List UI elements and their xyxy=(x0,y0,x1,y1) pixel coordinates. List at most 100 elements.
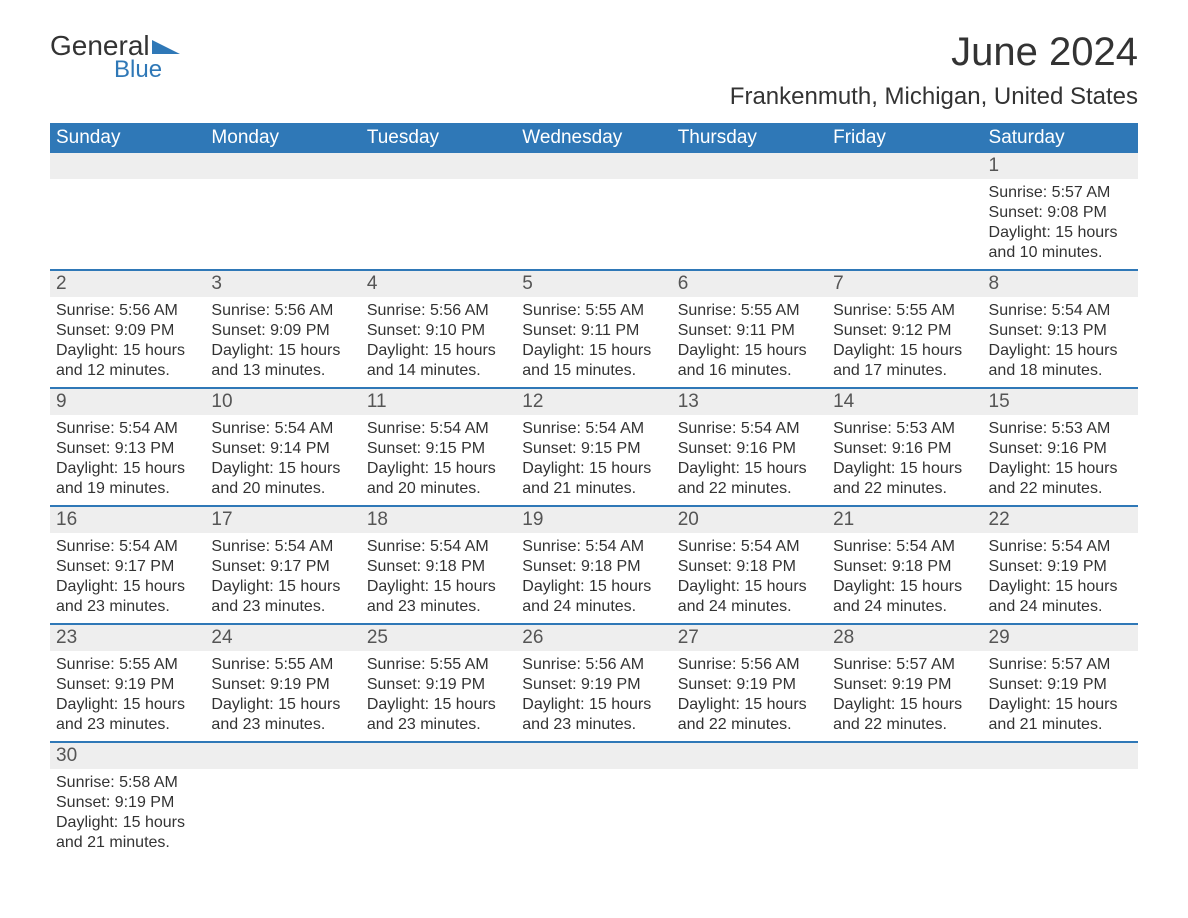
day-details: Sunrise: 5:56 AMSunset: 9:19 PMDaylight:… xyxy=(672,651,827,741)
daylight-line: Daylight: 15 hours and 22 minutes. xyxy=(678,695,821,735)
sunrise-line: Sunrise: 5:56 AM xyxy=(211,301,354,321)
day-number: 9 xyxy=(50,389,205,415)
day-details: Sunrise: 5:55 AMSunset: 9:11 PMDaylight:… xyxy=(516,297,671,387)
day-number xyxy=(516,153,671,179)
sunrise-line: Sunrise: 5:55 AM xyxy=(833,301,976,321)
day-details: Sunrise: 5:57 AMSunset: 9:19 PMDaylight:… xyxy=(827,651,982,741)
calendar-cell: 24Sunrise: 5:55 AMSunset: 9:19 PMDayligh… xyxy=(205,624,360,742)
calendar-cell: 23Sunrise: 5:55 AMSunset: 9:19 PMDayligh… xyxy=(50,624,205,742)
day-details: Sunrise: 5:58 AMSunset: 9:19 PMDaylight:… xyxy=(50,769,205,859)
sunset-line: Sunset: 9:19 PM xyxy=(989,675,1132,695)
sunrise-line: Sunrise: 5:57 AM xyxy=(989,655,1132,675)
day-number: 8 xyxy=(983,271,1138,297)
day-number: 25 xyxy=(361,625,516,651)
day-number xyxy=(827,153,982,179)
day-details-empty xyxy=(205,179,360,209)
day-details: Sunrise: 5:53 AMSunset: 9:16 PMDaylight:… xyxy=(827,415,982,505)
calendar-cell: 10Sunrise: 5:54 AMSunset: 9:14 PMDayligh… xyxy=(205,388,360,506)
day-number: 1 xyxy=(983,153,1138,179)
day-number xyxy=(361,743,516,769)
sunrise-line: Sunrise: 5:54 AM xyxy=(211,537,354,557)
day-number: 23 xyxy=(50,625,205,651)
calendar-cell xyxy=(516,153,671,270)
sunset-line: Sunset: 9:17 PM xyxy=(56,557,199,577)
calendar-cell: 30Sunrise: 5:58 AMSunset: 9:19 PMDayligh… xyxy=(50,742,205,859)
calendar-cell: 1Sunrise: 5:57 AMSunset: 9:08 PMDaylight… xyxy=(983,153,1138,270)
weekday-header: Friday xyxy=(827,123,982,153)
day-details: Sunrise: 5:54 AMSunset: 9:17 PMDaylight:… xyxy=(205,533,360,623)
day-number xyxy=(672,153,827,179)
day-details-empty xyxy=(516,179,671,209)
sunset-line: Sunset: 9:10 PM xyxy=(367,321,510,341)
calendar-cell xyxy=(361,742,516,859)
flag-icon xyxy=(152,36,180,56)
sunrise-line: Sunrise: 5:53 AM xyxy=(989,419,1132,439)
sunset-line: Sunset: 9:19 PM xyxy=(678,675,821,695)
day-number: 5 xyxy=(516,271,671,297)
daylight-line: Daylight: 15 hours and 24 minutes. xyxy=(989,577,1132,617)
weekday-header: Sunday xyxy=(50,123,205,153)
daylight-line: Daylight: 15 hours and 20 minutes. xyxy=(211,459,354,499)
sunset-line: Sunset: 9:18 PM xyxy=(678,557,821,577)
day-number: 14 xyxy=(827,389,982,415)
day-number: 30 xyxy=(50,743,205,769)
sunrise-line: Sunrise: 5:53 AM xyxy=(833,419,976,439)
day-details: Sunrise: 5:54 AMSunset: 9:18 PMDaylight:… xyxy=(516,533,671,623)
day-details: Sunrise: 5:54 AMSunset: 9:19 PMDaylight:… xyxy=(983,533,1138,623)
sunset-line: Sunset: 9:19 PM xyxy=(989,557,1132,577)
sunrise-line: Sunrise: 5:54 AM xyxy=(989,537,1132,557)
sunrise-line: Sunrise: 5:54 AM xyxy=(989,301,1132,321)
calendar-cell: 13Sunrise: 5:54 AMSunset: 9:16 PMDayligh… xyxy=(672,388,827,506)
sunrise-line: Sunrise: 5:56 AM xyxy=(522,655,665,675)
daylight-line: Daylight: 15 hours and 19 minutes. xyxy=(56,459,199,499)
day-number: 11 xyxy=(361,389,516,415)
daylight-line: Daylight: 15 hours and 22 minutes. xyxy=(833,695,976,735)
sunrise-line: Sunrise: 5:54 AM xyxy=(522,419,665,439)
sunset-line: Sunset: 9:11 PM xyxy=(678,321,821,341)
brand-logo: General Blue xyxy=(50,30,180,84)
sunset-line: Sunset: 9:18 PM xyxy=(367,557,510,577)
day-details: Sunrise: 5:56 AMSunset: 9:09 PMDaylight:… xyxy=(205,297,360,387)
day-details: Sunrise: 5:54 AMSunset: 9:15 PMDaylight:… xyxy=(361,415,516,505)
calendar-cell: 9Sunrise: 5:54 AMSunset: 9:13 PMDaylight… xyxy=(50,388,205,506)
daylight-line: Daylight: 15 hours and 23 minutes. xyxy=(211,695,354,735)
daylight-line: Daylight: 15 hours and 12 minutes. xyxy=(56,341,199,381)
day-details-empty xyxy=(516,769,671,799)
day-details: Sunrise: 5:54 AMSunset: 9:16 PMDaylight:… xyxy=(672,415,827,505)
daylight-line: Daylight: 15 hours and 23 minutes. xyxy=(211,577,354,617)
day-details: Sunrise: 5:57 AMSunset: 9:19 PMDaylight:… xyxy=(983,651,1138,741)
day-details-empty xyxy=(672,769,827,799)
day-number: 26 xyxy=(516,625,671,651)
day-details: Sunrise: 5:55 AMSunset: 9:11 PMDaylight:… xyxy=(672,297,827,387)
calendar-week-row: 30Sunrise: 5:58 AMSunset: 9:19 PMDayligh… xyxy=(50,742,1138,859)
calendar-week-row: 2Sunrise: 5:56 AMSunset: 9:09 PMDaylight… xyxy=(50,270,1138,388)
calendar-cell xyxy=(983,742,1138,859)
sunrise-line: Sunrise: 5:55 AM xyxy=(522,301,665,321)
sunrise-line: Sunrise: 5:55 AM xyxy=(367,655,510,675)
sunset-line: Sunset: 9:15 PM xyxy=(522,439,665,459)
calendar-body: 1Sunrise: 5:57 AMSunset: 9:08 PMDaylight… xyxy=(50,153,1138,859)
title-block: June 2024 Frankenmuth, Michigan, United … xyxy=(730,30,1138,111)
day-details: Sunrise: 5:54 AMSunset: 9:18 PMDaylight:… xyxy=(361,533,516,623)
day-details: Sunrise: 5:54 AMSunset: 9:13 PMDaylight:… xyxy=(983,297,1138,387)
sunrise-line: Sunrise: 5:54 AM xyxy=(678,537,821,557)
calendar-cell xyxy=(205,153,360,270)
day-details-empty xyxy=(361,769,516,799)
sunset-line: Sunset: 9:13 PM xyxy=(989,321,1132,341)
calendar-cell: 6Sunrise: 5:55 AMSunset: 9:11 PMDaylight… xyxy=(672,270,827,388)
calendar-cell xyxy=(50,153,205,270)
sunset-line: Sunset: 9:19 PM xyxy=(211,675,354,695)
sunset-line: Sunset: 9:09 PM xyxy=(211,321,354,341)
day-details-empty xyxy=(361,179,516,209)
day-number: 13 xyxy=(672,389,827,415)
calendar-cell xyxy=(361,153,516,270)
day-number xyxy=(827,743,982,769)
calendar-cell xyxy=(205,742,360,859)
sunset-line: Sunset: 9:18 PM xyxy=(833,557,976,577)
calendar-cell: 20Sunrise: 5:54 AMSunset: 9:18 PMDayligh… xyxy=(672,506,827,624)
calendar-cell: 19Sunrise: 5:54 AMSunset: 9:18 PMDayligh… xyxy=(516,506,671,624)
sunrise-line: Sunrise: 5:55 AM xyxy=(678,301,821,321)
sunset-line: Sunset: 9:15 PM xyxy=(367,439,510,459)
sunset-line: Sunset: 9:18 PM xyxy=(522,557,665,577)
day-details-empty xyxy=(983,769,1138,799)
